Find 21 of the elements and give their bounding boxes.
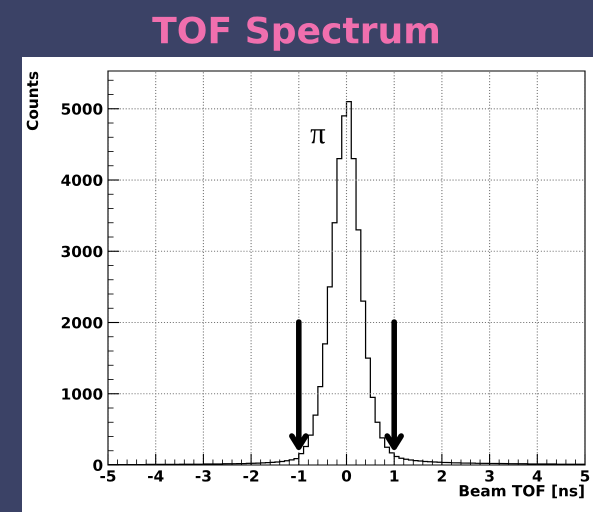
x-tick-label: -1 bbox=[291, 470, 306, 482]
y-tick-label: 2000 bbox=[62, 316, 102, 329]
y-tick-label: 5000 bbox=[62, 103, 102, 115]
x-tick-label: 1 bbox=[390, 470, 398, 482]
x-tick-label: 0 bbox=[342, 470, 352, 482]
x-axis-title: Beam TOF [ns] bbox=[460, 484, 584, 498]
y-tick-label: 1000 bbox=[62, 388, 102, 400]
y-tick-label: 3000 bbox=[62, 246, 102, 258]
x-tick-label: 3 bbox=[485, 470, 494, 482]
y-tick-label: 4000 bbox=[61, 174, 102, 186]
x-tick-label: 2 bbox=[438, 470, 446, 482]
x-tick-label: 4 bbox=[532, 470, 542, 482]
x-tick-label: -3 bbox=[196, 470, 211, 482]
x-tick-label: 5 bbox=[580, 470, 590, 482]
chart-title: TOF Spectrum bbox=[152, 16, 438, 51]
y-tick-label: 0 bbox=[93, 459, 102, 472]
x-tick-label: -2 bbox=[243, 470, 258, 482]
y-axis-title: Counts bbox=[26, 72, 38, 130]
x-tick-label: -5 bbox=[100, 470, 116, 482]
x-tick-label: -4 bbox=[148, 470, 164, 482]
annotation: π bbox=[310, 129, 326, 144]
